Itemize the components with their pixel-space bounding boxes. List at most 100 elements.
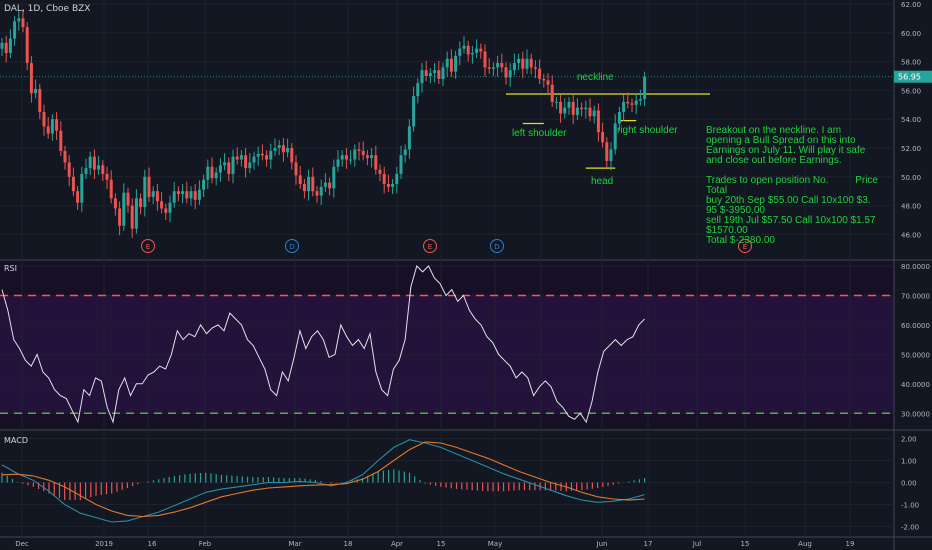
candle-body [374, 155, 378, 170]
candle [470, 45, 474, 64]
candle-body [42, 112, 46, 127]
candle-body [151, 191, 155, 197]
candle [256, 146, 260, 166]
candle-body [554, 101, 558, 103]
candle-body [290, 148, 294, 163]
candle-body [260, 153, 264, 156]
candle [76, 186, 80, 210]
candle-body [617, 112, 621, 124]
candle [491, 62, 495, 76]
candle-body [412, 96, 416, 127]
candle [370, 148, 374, 168]
candle-body [454, 55, 458, 72]
candle [172, 181, 176, 208]
candle [13, 16, 17, 46]
candle [197, 180, 201, 205]
candle [185, 181, 189, 204]
candle-body [626, 101, 630, 104]
rsi-tick-label: 50.0000 [901, 351, 930, 359]
candle [164, 203, 168, 220]
candle [580, 102, 584, 117]
candle [588, 98, 592, 122]
price-tick-label: 54.00 [901, 116, 921, 124]
candle-body [496, 63, 500, 68]
macd-tick-label: -1.00 [901, 501, 919, 509]
candle-body [500, 63, 504, 68]
candle [218, 158, 222, 182]
candle-body [181, 191, 185, 195]
time-tick-label: 18 [344, 540, 353, 548]
candle-body [407, 126, 411, 150]
candle [269, 143, 273, 169]
candle [227, 157, 231, 182]
candle-body [512, 63, 516, 71]
candle-body [202, 179, 206, 190]
candle-body [344, 155, 348, 160]
candle [563, 98, 567, 119]
candle [277, 140, 281, 156]
candle-body [588, 107, 592, 117]
candle-body [109, 179, 113, 199]
time-scale[interactable]: Dec 2019 16 Feb Mar 18 Apr 15 May Jun 17 Jul 15 Aug 19 [15, 540, 854, 548]
candle-body [252, 156, 256, 163]
candle [382, 166, 386, 194]
time-tick-label: 2019 [95, 540, 113, 548]
candle [521, 51, 525, 79]
candle-body [139, 198, 143, 208]
rsi-tick-label: 30.0000 [901, 410, 930, 418]
candle-body [634, 100, 638, 105]
candle [374, 145, 378, 175]
candle-body [596, 110, 600, 133]
candle-body [391, 184, 395, 187]
candle-body [445, 58, 449, 68]
candle-body [168, 202, 172, 213]
candle [311, 167, 315, 197]
candle-body [101, 165, 105, 174]
symbol-title[interactable]: DAL, 1D, Cboe BZX [4, 4, 91, 14]
candle [571, 94, 575, 125]
candle-body [118, 208, 122, 226]
candle [475, 39, 479, 58]
candle [508, 63, 512, 87]
time-tick-label: 15 [741, 540, 750, 548]
candle-body [223, 162, 227, 166]
candle [176, 186, 180, 202]
candle [542, 73, 546, 88]
candle-body [336, 159, 340, 167]
candle-body [172, 191, 176, 203]
candle [286, 138, 290, 158]
candle-body [437, 70, 441, 79]
candle [336, 150, 340, 172]
candle [328, 177, 332, 196]
candle [8, 29, 12, 58]
time-tick-label: Feb [199, 540, 212, 548]
candle [193, 184, 197, 210]
candle-body [420, 70, 424, 84]
candle-body [370, 155, 374, 159]
event-marker-letter: E [146, 243, 150, 251]
candle [260, 144, 264, 161]
rsi-pane [0, 265, 894, 424]
candle-body [638, 99, 642, 101]
candle [638, 89, 642, 106]
candle-body [491, 67, 495, 69]
candle [441, 62, 445, 87]
price-scale[interactable]: 62.00 60.00 58.00 56.00 54.00 52.00 50.00 48.00… [901, 1, 930, 531]
candle [109, 170, 113, 204]
price-tick-label: 50.00 [901, 174, 921, 182]
candle-body [38, 88, 42, 112]
candle [424, 60, 428, 82]
candle [487, 58, 491, 74]
candle [122, 183, 126, 231]
time-tick-label: 16 [148, 540, 157, 548]
neckline-annotation [506, 93, 710, 169]
candle [533, 60, 537, 79]
candle [496, 55, 500, 77]
candle [617, 106, 621, 131]
time-tick-label: Jul [692, 540, 702, 548]
candle-body [59, 130, 63, 151]
time-tick-label: 19 [846, 540, 855, 548]
candle [428, 68, 432, 84]
